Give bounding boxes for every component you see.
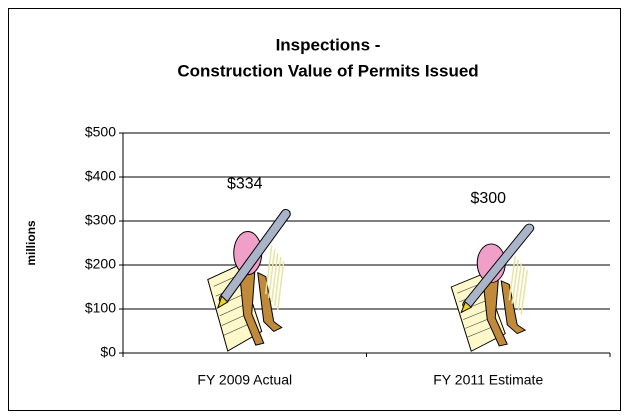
motion-line xyxy=(274,256,282,307)
paper xyxy=(450,273,506,352)
motion-line xyxy=(508,256,516,301)
x-tick-label: FY 2011 Estimate xyxy=(433,372,543,388)
y-tick-label: $100 xyxy=(85,300,116,316)
pen xyxy=(219,209,290,304)
y-tick-label: $500 xyxy=(85,124,116,140)
paper-line xyxy=(219,303,246,317)
motion-line xyxy=(265,245,273,295)
legs xyxy=(482,280,508,347)
y-tick-label: $0 xyxy=(100,344,116,360)
y-axis-label: millions xyxy=(24,220,38,266)
motion-line xyxy=(271,252,279,303)
paper-line xyxy=(223,323,250,336)
legs xyxy=(500,280,527,335)
paper xyxy=(207,264,263,352)
chart-title: Construction Value of Permits Issued xyxy=(177,61,478,80)
pen-tip xyxy=(460,301,473,314)
legs xyxy=(257,271,283,333)
chart-border xyxy=(8,8,621,411)
bar xyxy=(450,223,535,352)
paper-line xyxy=(463,308,490,320)
bar-picture xyxy=(207,208,291,352)
motion-line xyxy=(268,249,276,299)
y-tick-label: $400 xyxy=(85,168,116,184)
motion-line xyxy=(511,259,519,304)
bar xyxy=(207,208,291,352)
paper-line xyxy=(467,326,494,338)
motion-line xyxy=(277,260,285,310)
motion-line xyxy=(520,270,528,315)
value-label: $300 xyxy=(470,190,506,207)
value-label: $334 xyxy=(227,175,263,192)
y-tick-label: $300 xyxy=(85,212,116,228)
x-tick-label: FY 2009 Actual xyxy=(197,372,292,388)
bar-picture xyxy=(450,223,535,352)
pen-tip xyxy=(216,295,229,310)
legs xyxy=(239,272,265,346)
motion-line xyxy=(517,266,525,311)
motion-line xyxy=(514,263,522,308)
y-tick-label: $200 xyxy=(85,256,116,272)
chart-title: Inspections - xyxy=(276,35,381,54)
pen xyxy=(463,224,534,309)
